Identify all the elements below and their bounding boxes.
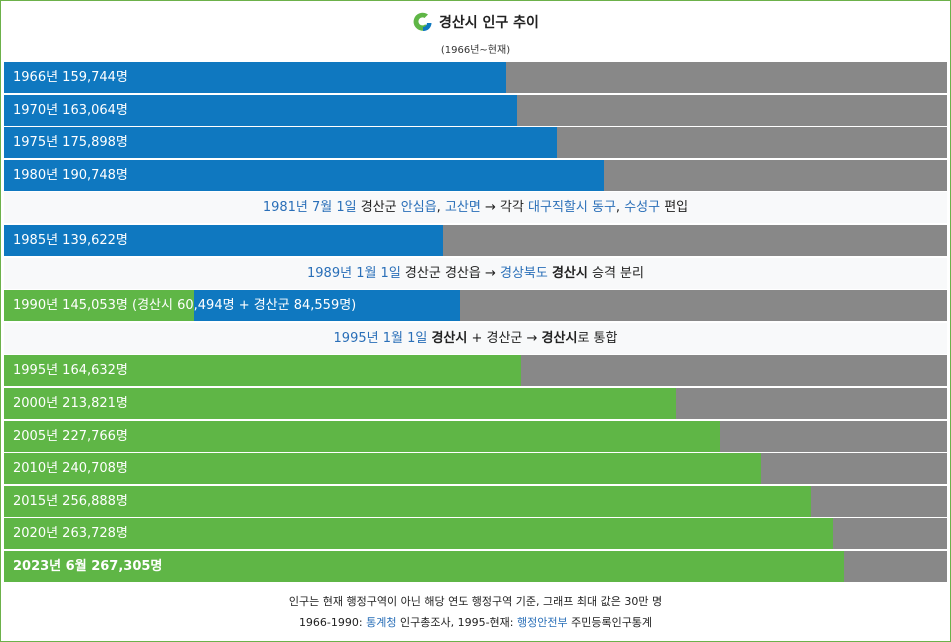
note-text: → 각각 — [480, 200, 529, 216]
chart-bar-label: 1970년 163,064명 — [13, 102, 128, 118]
chart-bar-segment — [194, 290, 460, 322]
chart-bar-row: 1980년 190,748명 — [4, 159, 947, 191]
chart-bar — [4, 62, 507, 93]
note-link[interactable]: 고산면 — [444, 200, 481, 216]
note-link[interactable]: 1995년 1월 1일 — [333, 330, 428, 346]
chart-bar-label: 2010년 240,708명 — [13, 461, 128, 477]
chart-bar — [4, 127, 557, 159]
note-text: , — [615, 200, 625, 216]
chart-bar — [4, 224, 443, 256]
chart-bar-label: 2005년 227,766명 — [13, 428, 128, 444]
chart-bar-row: 2020년 263,728명 — [4, 518, 947, 550]
chart-bar-row: 1985년 139,622명 — [4, 224, 947, 256]
note-bold-text: 경산시 — [541, 330, 578, 346]
chart-bar — [4, 387, 677, 419]
footer-source-text: 주민등록인구통계 — [567, 616, 653, 629]
chart-bar-row: 1966년 159,744명 — [4, 62, 947, 93]
chart-bar-label: 2023년 6월 267,305명 — [13, 558, 163, 574]
chart-bar-label: 2020년 263,728명 — [13, 526, 128, 542]
chart-bar-row: 2010년 240,708명 — [4, 453, 947, 485]
note-text: 편입 — [660, 200, 689, 216]
gyeongsan-city-logo-icon — [413, 12, 432, 32]
chart-note-row: 1995년 1월 1일 경산시 + 경산군 → 경산시로 통합 — [4, 322, 947, 354]
footer-source-link[interactable]: 통계청 — [366, 616, 397, 629]
chart-note-row: 1981년 7월 1일 경산군 안심읍, 고산면 → 각각 대구직할시 동구, … — [4, 192, 947, 224]
chart-bar-label: 1975년 175,898명 — [13, 135, 128, 151]
chart-note-row: 1989년 1월 1일 경산군 경산읍 → 경상북도 경산시 승격 분리 — [4, 257, 947, 289]
chart-rows: 1966년 159,744명 1970년 163,064명 1975년 175,89… — [4, 62, 947, 584]
chart-bar — [4, 420, 720, 452]
footer-source-text: 1966-1990: — [298, 616, 367, 629]
chart-bar — [4, 518, 833, 550]
footer-note: 인구는 현재 행정구역이 아닌 해당 연도 행정구역 기준, 그래프 최대 값은… — [288, 595, 663, 608]
chart-bar-row: 2005년 227,766명 — [4, 420, 947, 452]
chart-bar — [4, 94, 517, 126]
chart-bar — [4, 550, 845, 582]
chart-bar-row: 2015년 256,888명 — [4, 485, 947, 517]
chart-bar-row: 1970년 163,064명 — [4, 94, 947, 126]
chart-bar — [4, 159, 604, 191]
chart-title: 경산시 인구 추이 — [439, 15, 539, 31]
chart-subtitle: (1966년~현재) — [440, 45, 511, 56]
note-text: , — [436, 200, 445, 216]
chart-bar-label: 1980년 190,748명 — [13, 167, 128, 183]
chart-bar-label: 1966년 159,744명 — [13, 70, 128, 85]
note-text: 승격 분리 — [587, 265, 644, 281]
note-link[interactable]: 대구직할시 — [528, 200, 588, 216]
chart-header: 경산시 인구 추이 (1966년~현재) — [2, 3, 949, 61]
footer-source: 1966-1990: 통계청 인구총조사, 1995-현재: 행정안전부 주민등… — [2, 614, 949, 630]
title-row: 경산시 인구 추이 — [2, 9, 949, 35]
note-link[interactable]: 경상북도 — [499, 265, 548, 281]
chart-bar-label: 2000년 213,821명 — [13, 395, 128, 411]
chart-footer: 인구는 현재 행정구역이 아닌 해당 연도 행정구역 기준, 그래프 최대 값은… — [2, 587, 949, 641]
footer-source-text: 인구총조사, 1995-현재: — [396, 616, 517, 629]
note-link[interactable]: 1981년 7월 1일 — [262, 200, 357, 216]
chart-bar — [4, 453, 761, 485]
note-bold-text: 경산시 — [431, 330, 468, 346]
note-text: 로 통합 — [577, 330, 618, 346]
note-link[interactable]: 1989년 1월 1일 — [307, 265, 401, 281]
chart-bar — [4, 355, 522, 387]
chart-bar-segment — [4, 290, 195, 322]
chart-bar-row: 1975년 175,898명 — [4, 127, 947, 159]
note-text: 경산군 — [356, 200, 401, 216]
note-text: 경산군 경산읍 → — [400, 265, 500, 281]
note-link[interactable]: 수성구 — [624, 200, 661, 216]
note-link[interactable]: 동구 — [592, 200, 616, 216]
chart-bar-row: 2023년 6월 267,305명 — [4, 550, 947, 582]
chart-bar-label: 1985년 139,622명 — [13, 232, 128, 248]
chart-bar-row: 1995년 164,632명 — [4, 355, 947, 387]
footer-source-link[interactable]: 행정안전부 — [516, 616, 568, 629]
chart-bar-row: 1990년 145,053명 (경산시 60,494명 + 경산군 84,559… — [4, 290, 947, 322]
chart-bar-label: 1995년 164,632명 — [13, 363, 128, 379]
chart-bar-label: 2015년 256,888명 — [13, 493, 128, 509]
chart-bar-row: 2000년 213,821명 — [4, 387, 947, 419]
chart-bar — [4, 485, 812, 517]
note-text: + 경산군 → — [467, 330, 542, 346]
chart-bar-label: 1990년 145,053명 (경산시 60,494명 + 경산군 84,559… — [13, 298, 357, 314]
note-bold-text: 경산시 — [551, 265, 588, 281]
note-link[interactable]: 안심읍 — [400, 200, 437, 216]
